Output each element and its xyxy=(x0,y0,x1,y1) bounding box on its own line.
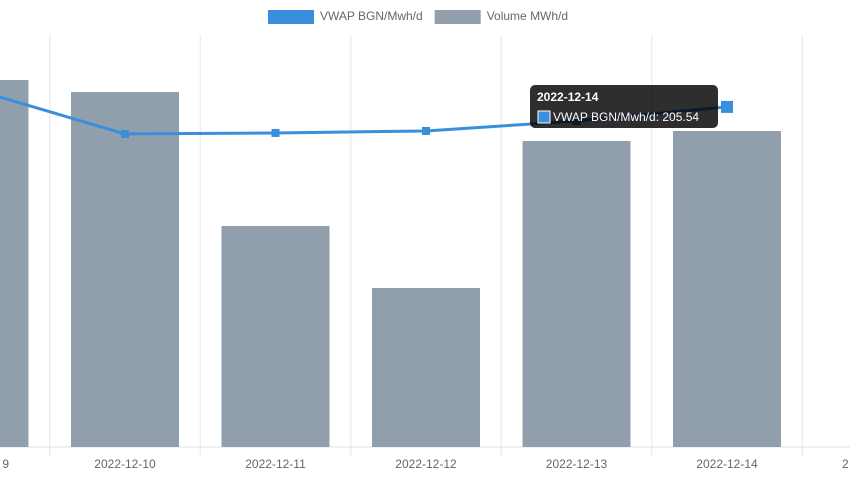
x-tick-label: 2022-12-13 xyxy=(546,457,608,471)
tooltip-label: VWAP BGN/Mwh/d: 205.54 xyxy=(553,110,699,124)
legend-label: Volume MWh/d xyxy=(487,9,568,23)
x-tick-label: 9 xyxy=(2,457,9,471)
line-point xyxy=(271,128,280,137)
x-tick-label: 2022-12-11 xyxy=(245,457,306,471)
legend-swatch xyxy=(434,10,481,24)
bar xyxy=(372,287,480,447)
bar xyxy=(522,140,631,447)
x-tick-label: 2 xyxy=(842,457,849,471)
tooltip xyxy=(530,85,718,128)
tooltip-swatch xyxy=(537,110,551,124)
line-point xyxy=(422,126,430,135)
legend-swatch xyxy=(268,10,314,24)
legend-label: VWAP BGN/Mwh/d xyxy=(320,9,423,23)
x-tick-label: 2022-12-10 xyxy=(94,457,156,471)
bar xyxy=(221,226,330,447)
bar xyxy=(0,79,29,447)
tooltip-title: 2022-12-14 xyxy=(537,90,599,104)
line-point xyxy=(121,129,129,138)
bar xyxy=(673,130,781,447)
line-point xyxy=(721,100,733,113)
x-tick-label: 2022-12-14 xyxy=(696,457,758,471)
bar xyxy=(71,92,179,447)
x-tick-label: 2022-12-12 xyxy=(395,457,457,471)
